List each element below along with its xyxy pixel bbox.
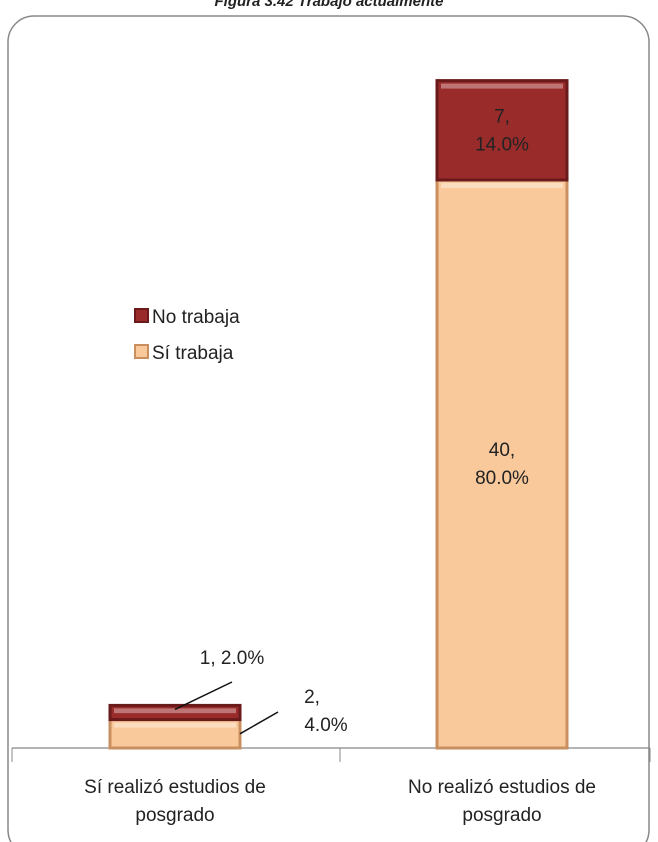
legend-swatch [134, 344, 149, 359]
x-tick-label: Sí realizó estudios de posgrado [84, 777, 266, 826]
legend-label: Sí trabaja [152, 343, 234, 364]
data-label: 7, 14.0% [475, 106, 529, 155]
leader-line [174, 681, 233, 711]
data-label: 1, 2.0% [200, 648, 265, 669]
legend-swatch [134, 308, 149, 323]
bar-highlight [441, 183, 563, 188]
bar-segment [108, 718, 242, 750]
bar-highlight [114, 708, 236, 714]
chart-title: Figura 3.42 Trabajo actualmente [215, 0, 444, 10]
bar-highlight [441, 83, 563, 89]
bar-segment [108, 703, 242, 722]
legend-label: No trabaja [152, 307, 240, 328]
data-label: 2, 4.0% [304, 687, 348, 736]
data-label: 40, 80.0% [475, 440, 529, 489]
bar-highlight [114, 722, 236, 728]
bar-segment [435, 79, 569, 182]
bar-segment [435, 178, 569, 750]
leader-line [239, 711, 279, 735]
x-tick-label: No realizó estudios de posgrado [408, 777, 596, 826]
